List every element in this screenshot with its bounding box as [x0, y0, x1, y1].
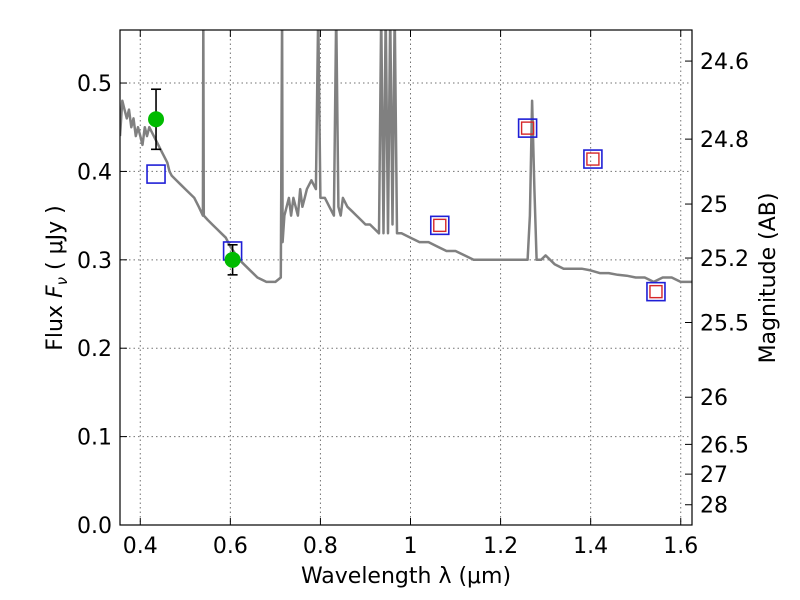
y-tick-label: 0.4 [77, 160, 112, 185]
observed-flux-point [224, 251, 241, 268]
model-photometry-square [146, 164, 166, 184]
y2-tick-label: 24.6 [700, 50, 749, 75]
x-tick-label: 0.4 [123, 534, 158, 559]
y2-tick-label: 25.2 [700, 247, 749, 272]
plot-area [120, 30, 692, 302]
y2-tick-label: 26 [700, 386, 728, 411]
y-tick-label: 0.3 [77, 249, 112, 274]
y2-tick-label: 25.5 [700, 311, 749, 336]
observed-flux-point [148, 111, 165, 128]
y-axis-label: Flux Fν ( μJy ) [43, 205, 71, 350]
y-tick-label: 0.2 [77, 337, 112, 362]
model-photometry-square [429, 215, 450, 236]
y2-tick-label: 26.5 [700, 433, 749, 458]
y2-axis-label: Magnitude (AB) [756, 193, 781, 364]
observed-photometry-square [520, 121, 535, 135]
x-tick-label: 1.2 [483, 534, 518, 559]
y2-tick-label: 24.8 [700, 128, 749, 153]
model-photometry-square [646, 281, 666, 302]
spectrum-line [120, 30, 692, 284]
x-axis-label: Wavelength λ (μm) [301, 564, 511, 589]
y-axis-label-pre: Flux [43, 298, 68, 351]
y2-tick-label: 27 [700, 463, 728, 488]
model-photometry-square [517, 118, 538, 138]
x-tick-label: 0.6 [213, 534, 248, 559]
y2-tick-label: 28 [700, 494, 728, 519]
x-tick-label: 0.8 [303, 534, 338, 559]
observed-photometry-square [649, 284, 663, 299]
axis-labels: Wavelength λ (μm) Flux Fν ( μJy ) Magnit… [43, 193, 781, 589]
plot-frame [119, 29, 693, 526]
observed-photometry-square [586, 152, 600, 166]
observed-photometry-square [433, 218, 447, 233]
model-photometry-square [583, 149, 603, 169]
x-tick-label: 1.4 [573, 534, 608, 559]
y-tick-label: 0.0 [77, 514, 112, 539]
x-tick-label: 1.6 [663, 534, 698, 559]
y-axis-label-subscript: ν [53, 277, 71, 285]
axis-ticks: 0.4 0.6 0.8 1 1.2 1.4 1.6 0.0 0.1 0.2 0.3 0.4 0.5 24.… [77, 30, 749, 559]
y2-tick-label: 25 [700, 193, 728, 218]
y-tick-label: 0.5 [77, 72, 112, 97]
x-tick-label: 1 [404, 534, 418, 559]
y-tick-label: 0.1 [77, 426, 112, 451]
y-axis-label-post: ( μJy ) [43, 205, 68, 277]
y-axis-label-symbol: F [43, 285, 68, 298]
